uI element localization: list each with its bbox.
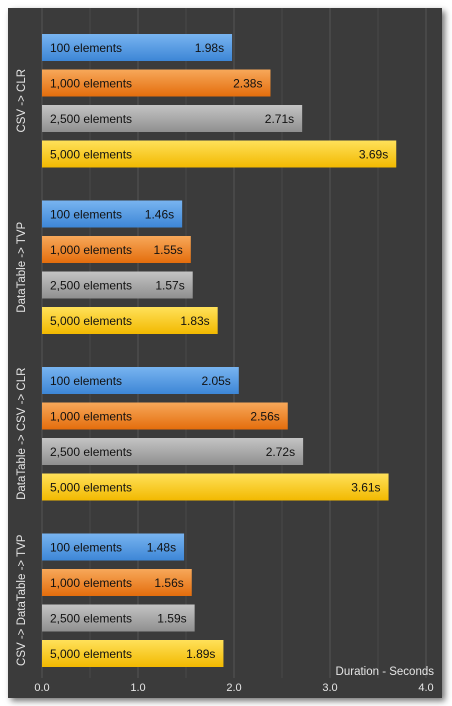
x-tick-label: 3.0 [322,682,337,694]
x-axis: 0.0 1.0 2.0 3.0 4.0 [34,682,433,694]
bar-value-label: 1.98s [195,41,224,55]
x-tick-label: 2.0 [226,682,241,694]
group-label: DataTable -> TVP [16,221,28,312]
bar-value-label: 1.46s [145,208,174,222]
bar-series-label: 100 elements [50,541,122,555]
bar-value-label: 2.05s [201,374,230,388]
bar-series-label: 5,000 elements [50,314,132,328]
x-tick-label: 0.0 [34,682,49,694]
bar-series-label: 100 elements [50,374,122,388]
group-labels: CSV -> CLR DataTable -> TVP DataTable -> C… [16,69,28,666]
bar-series-label: 1,000 elements [50,576,132,590]
x-tick-label: 4.0 [418,682,433,694]
bar-series-label: 100 elements [50,41,122,55]
bar [42,640,224,667]
group-label: DataTable -> CSV -> CLR [16,368,28,500]
bar-series-label: 1,000 elements [50,77,132,91]
bar-value-label: 1.48s [147,541,176,555]
bar [42,236,191,263]
bar [42,533,185,561]
group-label: CSV -> DataTable -> TVP [16,534,28,666]
chart-frame: 100 elements 1.98s 1,000 elements 2.38s 2,50… [8,8,442,698]
bar-series-label: 1,000 elements [50,243,132,257]
bar-series-label: 2,500 elements [50,612,132,626]
x-axis-title: Duration - Seconds [336,666,435,678]
bar [42,307,218,334]
bar [42,69,271,97]
bar [42,367,239,394]
bar-value-label: 1.89s [186,647,215,661]
bar-series-label: 5,000 elements [50,481,132,495]
bar-value-label: 2.72s [266,445,295,459]
bars: 100 elements 1.98s 1,000 elements 2.38s 2,50… [42,34,397,667]
bar [42,604,195,632]
bar [42,105,303,132]
bar-series-label: 2,500 elements [50,445,132,459]
bar-value-label: 1.55s [153,243,182,257]
bar-value-label: 2.38s [233,77,262,91]
bar-value-label: 1.56s [154,576,183,590]
bar-value-label: 2.56s [250,410,279,424]
bar [42,34,233,61]
bar-value-label: 1.59s [157,612,186,626]
bar-value-label: 3.69s [359,148,388,162]
bar-series-label: 5,000 elements [50,148,132,162]
bar-value-label: 1.83s [180,314,209,328]
bar [42,140,397,168]
bar-value-label: 1.57s [155,279,184,293]
bar [42,402,288,430]
x-tick-label: 1.0 [130,682,145,694]
group-label: CSV -> CLR [16,69,28,133]
bar-series-label: 5,000 elements [50,647,132,661]
bar-series-label: 1,000 elements [50,410,132,424]
bar-series-label: 100 elements [50,208,122,222]
bar [42,200,183,228]
chart-canvas: 100 elements 1.98s 1,000 elements 2.38s 2,50… [16,8,435,694]
bar-series-label: 2,500 elements [50,279,132,293]
bar-value-label: 2.71s [265,112,294,126]
bar [42,569,192,596]
bar-series-label: 2,500 elements [50,112,132,126]
bar-value-label: 3.61s [351,481,380,495]
bar [42,473,389,501]
bar [42,438,304,465]
bar [42,271,193,299]
